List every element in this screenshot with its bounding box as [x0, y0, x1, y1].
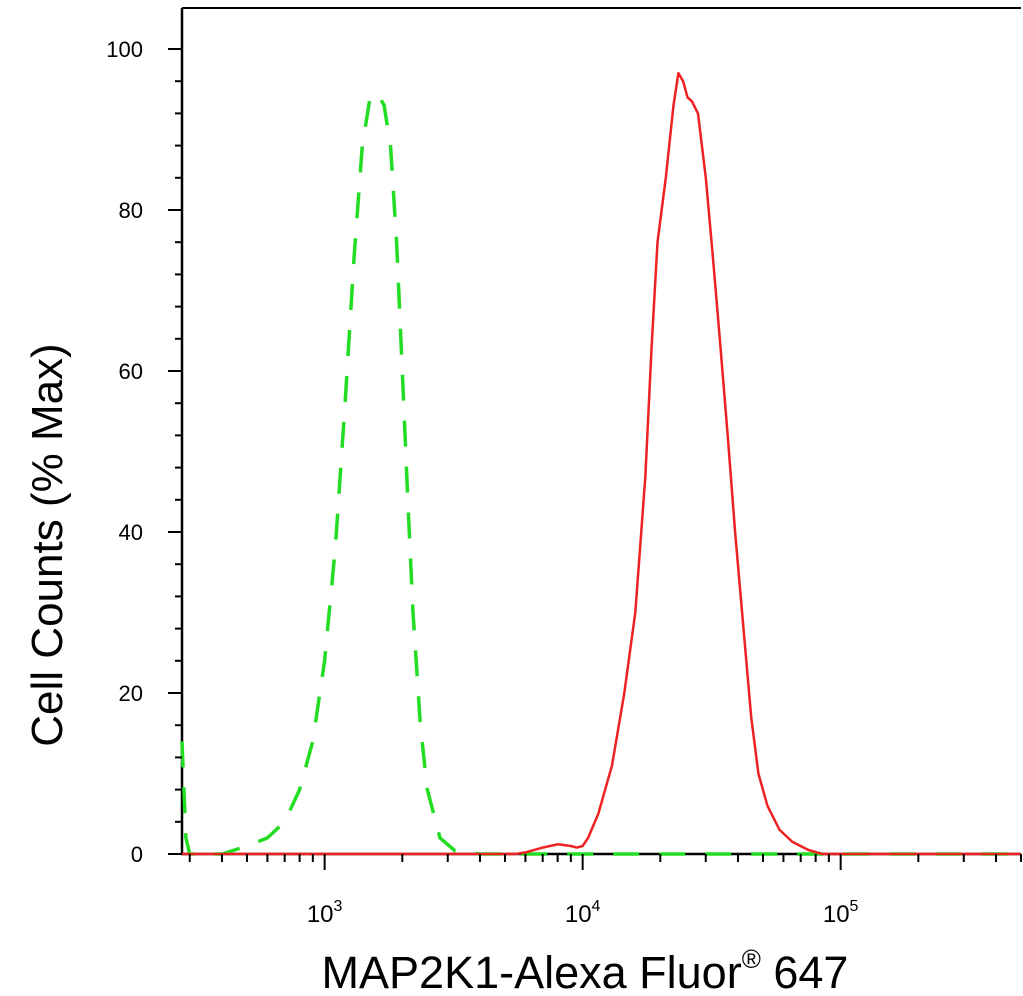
x-tick-label: 103 [307, 898, 343, 928]
series-line-1 [180, 91, 1021, 856]
y-tick-label: 100 [106, 37, 143, 62]
y-axis-title: Cell Counts (% Max) [23, 343, 72, 746]
x-axis-title-main: MAP2K1-Alexa Fluor [322, 947, 742, 996]
x-tick-label-exponent: 5 [850, 898, 859, 915]
x-tick-label-base: 10 [823, 901, 850, 928]
x-tick-label: 104 [565, 898, 601, 928]
x-tick-label-exponent: 4 [592, 898, 601, 915]
x-axis-title-mark: ® [742, 944, 761, 974]
x-tick-label-base: 10 [307, 901, 334, 928]
x-tick-label-base: 10 [565, 901, 592, 928]
x-tick-label-exponent: 3 [334, 898, 343, 915]
y-axis-ticks: 0 20 40 60 80 100 [106, 37, 182, 867]
plot-frame [180, 7, 1021, 856]
x-tick-label: 105 [823, 898, 859, 928]
series-line-2 [182, 71, 1021, 856]
x-axis-title-suffix: 647 [761, 947, 849, 996]
x-axis-title: MAP2K1-Alexa Fluor® 647 [322, 944, 849, 996]
y-tick-label: 0 [131, 842, 143, 867]
x-axis-ticks: 103 104 105 [188, 854, 1022, 928]
y-tick-label: 40 [119, 520, 143, 545]
y-tick-label: 20 [119, 681, 143, 706]
series-layer [180, 71, 1021, 856]
y-tick-label: 60 [119, 359, 143, 384]
y-tick-label: 80 [119, 198, 143, 223]
